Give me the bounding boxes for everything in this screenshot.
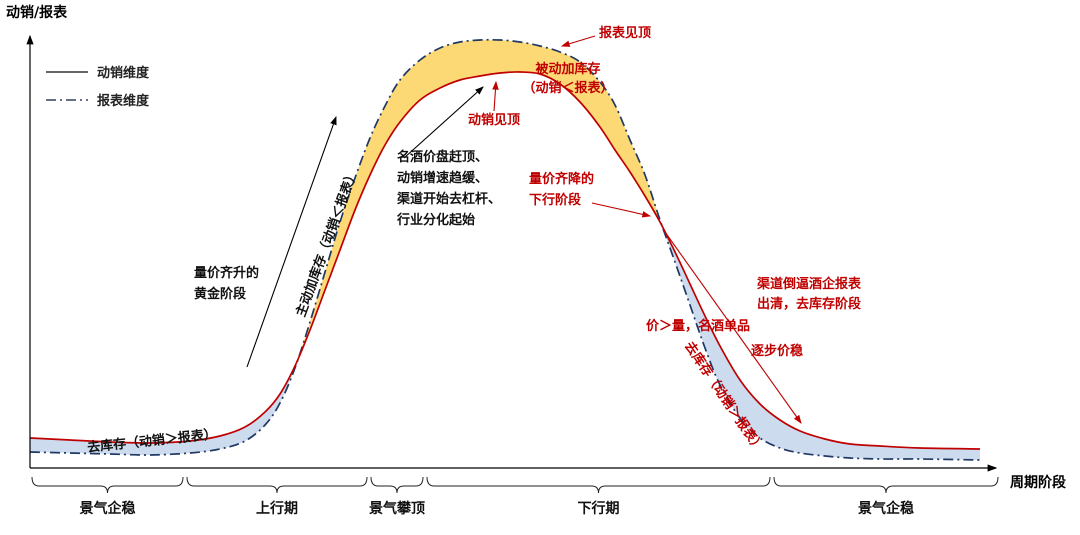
annotation-sales-peak: 动销见顶	[468, 112, 520, 128]
annotation-price-stable: 逐步价稳	[751, 343, 803, 359]
stage-label: 上行期	[256, 500, 298, 517]
annotation-passive-restock: 被动加库存（动销＜报表）	[522, 61, 613, 96]
report-curve	[29, 38, 981, 461]
annotation-arrow	[560, 35, 596, 47]
x-axis-title: 周期阶段	[1010, 474, 1066, 491]
annotation-arrow	[591, 202, 652, 218]
band-destock	[662, 227, 980, 460]
annotation-channel-clear: 渠道倒逼酒企报表出清，去库存阶段	[756, 276, 862, 312]
annotation-arrow	[664, 231, 802, 424]
shaded-bands	[30, 39, 980, 460]
stage-bracket	[773, 476, 999, 494]
annotation-downturn-phase: 量价齐降的下行阶段	[529, 171, 594, 208]
stage-bracket	[186, 476, 368, 494]
annotation-active-restock: 主动加库存（动销＜报表）	[293, 167, 361, 319]
stage-bracket	[426, 476, 771, 494]
annotation-arrow	[246, 115, 337, 368]
legend: 动销维度 报表维度	[46, 65, 150, 109]
annotation-arrows	[246, 35, 802, 424]
band-destock	[30, 358, 298, 456]
stage-labels: 景气企稳 上行期 景气攀顶 下行期 景气企稳	[80, 500, 915, 517]
stage-label: 景气企稳	[858, 500, 914, 517]
band-restock	[298, 39, 663, 359]
annotation-golden-phase: 量价齐升的黄金阶段	[194, 265, 259, 302]
stage-label: 景气企稳	[80, 500, 136, 517]
stage-label: 景气攀顶	[369, 500, 425, 517]
annotation-price-over-volume: 价＞量，名酒单品	[646, 318, 750, 334]
annotation-arrow	[492, 80, 499, 112]
curves	[29, 38, 981, 461]
annotation-report-peak: 报表见顶	[599, 25, 651, 41]
stage-label: 下行期	[578, 500, 620, 517]
sales-curve	[29, 71, 981, 450]
stage-brackets	[31, 476, 999, 494]
y-axis-title: 动销/报表	[6, 4, 68, 21]
legend-report-label: 报表维度	[97, 93, 150, 109]
annotation-arrow	[403, 86, 484, 159]
stage-bracket	[31, 476, 184, 494]
stage-bracket	[370, 476, 424, 494]
legend-sales-label: 动销维度	[97, 65, 150, 81]
annotation-famous-liquor: 名酒价盘赶顶、动销增速趋缓、渠道开始去杠杆、行业分化起始	[396, 149, 501, 228]
